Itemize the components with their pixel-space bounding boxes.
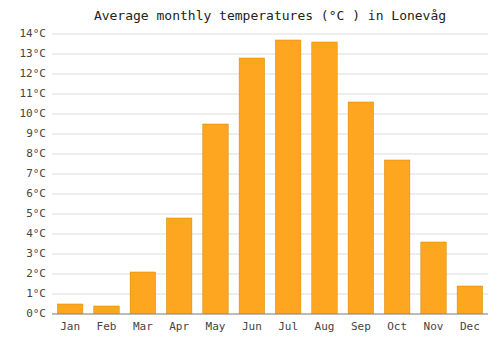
y-tick-label: 14°C	[20, 27, 47, 40]
x-tick-label: Feb	[97, 320, 117, 333]
y-tick-label: 5°C	[26, 207, 46, 220]
x-tick-label: Nov	[424, 320, 444, 333]
y-tick-label: 8°C	[26, 147, 46, 160]
x-tick-label: Apr	[169, 320, 189, 333]
bar	[348, 102, 373, 314]
x-tick-label: Jul	[278, 320, 298, 333]
y-tick-label: 1°C	[26, 287, 46, 300]
background	[0, 0, 500, 350]
y-tick-label: 0°C	[26, 307, 46, 320]
x-axis: Jan Feb Mar Apr May Jun Jul Aug Sep Oct Nov Dec	[52, 314, 488, 333]
x-tick-label: Jun	[242, 320, 262, 333]
y-tick-label: 12°C	[20, 67, 47, 80]
grid-line	[52, 74, 488, 75]
x-tick-label: Oct	[387, 320, 407, 333]
x-tick-label: Sep	[351, 320, 371, 333]
y-tick-label: 9°C	[26, 127, 46, 140]
grid-line	[52, 154, 488, 155]
y-tick-label: 2°C	[26, 267, 46, 280]
x-tick-label: Aug	[315, 320, 335, 333]
y-tick-label: 7°C	[26, 167, 46, 180]
grid-line	[52, 54, 488, 55]
grid-line	[52, 314, 488, 315]
y-axis: 0°C 1°C 2°C 3°C 4°C 5°C 6°C 7°C 8°C 9°C 10°C 11°C 12…	[20, 27, 47, 320]
bar	[312, 42, 337, 314]
bar	[130, 272, 155, 314]
grid-line	[52, 34, 488, 35]
x-axis-line	[52, 314, 488, 315]
x-tick-label: May	[206, 320, 226, 333]
grid-line	[52, 194, 488, 195]
bar	[384, 160, 409, 314]
y-tick-label: 13°C	[20, 47, 47, 60]
grid-line	[52, 114, 488, 115]
y-tick-label: 4°C	[26, 227, 46, 240]
title: Average monthly temperatures (°C ) in Lo…	[94, 8, 446, 23]
y-tick-label: 10°C	[20, 107, 47, 120]
grid-line	[52, 214, 488, 215]
y-tick-label: 6°C	[26, 187, 46, 200]
grid-line	[52, 234, 488, 235]
grid-line	[52, 174, 488, 175]
y-tick-label: 3°C	[26, 247, 46, 260]
chart-container: 0°C 1°C 2°C 3°C 4°C 5°C 6°C 7°C 8°C 9°C 10°C 11°C 12…	[0, 0, 500, 350]
x-tick-label: Jan	[60, 320, 80, 333]
bar	[166, 218, 191, 314]
bar	[239, 58, 264, 314]
x-tick-label: Dec	[460, 320, 480, 333]
bar	[457, 286, 482, 314]
chart: 0°C 1°C 2°C 3°C 4°C 5°C 6°C 7°C 8°C 9°C 10°C 11°C 12…	[0, 0, 500, 350]
bar	[203, 124, 228, 314]
bar	[275, 40, 300, 314]
bars	[57, 40, 482, 314]
grid-line	[52, 94, 488, 95]
x-tick-label: Mar	[133, 320, 153, 333]
grid-line	[52, 134, 488, 135]
grid	[52, 34, 488, 314]
bar	[57, 304, 82, 314]
bar	[94, 306, 119, 314]
y-tick-label: 11°C	[20, 87, 47, 100]
bar	[421, 242, 446, 314]
